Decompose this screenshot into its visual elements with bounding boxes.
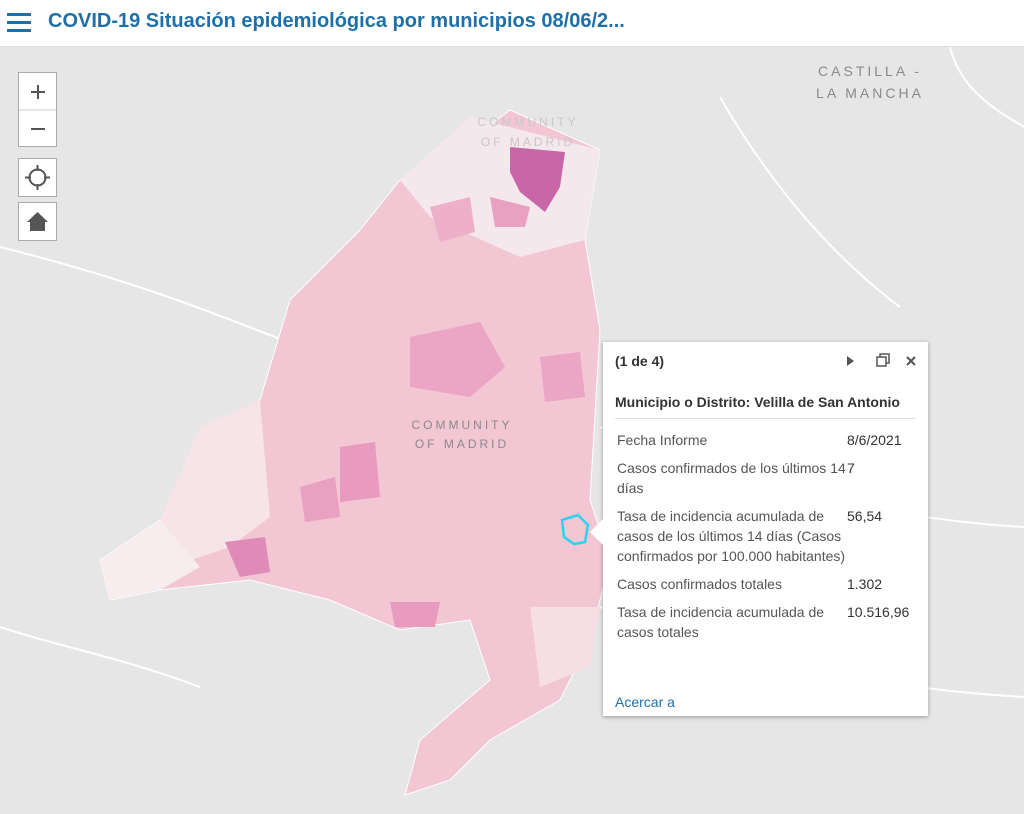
attribute-name: Fecha Informe — [617, 432, 708, 448]
popup-count: (1 de 4) — [615, 353, 665, 369]
menu-icon[interactable] — [7, 13, 33, 33]
home-button[interactable] — [18, 202, 57, 241]
selected-feature[interactable] — [560, 513, 590, 546]
attribute-row: Fecha Informe 8/6/2021 — [617, 430, 917, 450]
attribute-name: Tasa de incidencia acumulada de casos to… — [617, 604, 825, 640]
map[interactable]: CASTILLA - LA MANCHA COMMUNITY OF MADRID… — [0, 47, 1024, 814]
attribute-value: 1.302 — [847, 576, 883, 592]
popup-pointer — [590, 518, 604, 546]
attribute-value: 56,54 — [847, 508, 883, 524]
locate-button[interactable] — [18, 158, 57, 197]
attribute-value: 8/6/2021 — [847, 432, 902, 448]
zoom-icons[interactable] — [19, 73, 56, 146]
map-label: OF MADRID — [415, 437, 509, 451]
attribute-table: Fecha Informe 8/6/2021 Casos confirmados d… — [617, 430, 917, 650]
zoom-controls — [18, 72, 57, 147]
map-label: COMMUNITY — [412, 418, 513, 432]
popup: (1 de 4) Municipio o Distrito: Velilla d… — [590, 342, 929, 716]
attribute-row: Casos confirmados de los últimos 14 días… — [617, 458, 917, 498]
header: COVID-19 Situación epidemiológica por mu… — [0, 0, 1024, 47]
popup-actions[interactable] — [839, 351, 929, 371]
app-title: COVID-19 Situación epidemiológica por mu… — [48, 10, 625, 32]
attribute-name: Casos confirmados totales — [617, 576, 782, 592]
map-label: COMMUNITY — [478, 115, 579, 129]
attribute-value: 7 — [847, 460, 855, 476]
attribute-name: Tasa de incidencia acumulada de casos de… — [617, 508, 846, 564]
attribute-name: Casos confirmados de los últimos 14 días — [617, 460, 846, 496]
map-label: LA MANCHA — [816, 85, 924, 101]
popup-title: Municipio o Distrito: Velilla de San Ant… — [615, 394, 900, 410]
attribute-row: Tasa de incidencia acumulada de casos to… — [617, 602, 917, 642]
zoom-link[interactable]: Acercar a — [615, 694, 675, 710]
map-label: OF MADRID — [481, 135, 575, 149]
attribute-row: Casos confirmados totales 1.302 — [617, 574, 917, 594]
attribute-row: Tasa de incidencia acumulada de casos de… — [617, 506, 917, 566]
attribute-value: 10.516,96 — [847, 604, 910, 620]
map-label: CASTILLA - — [818, 63, 922, 79]
